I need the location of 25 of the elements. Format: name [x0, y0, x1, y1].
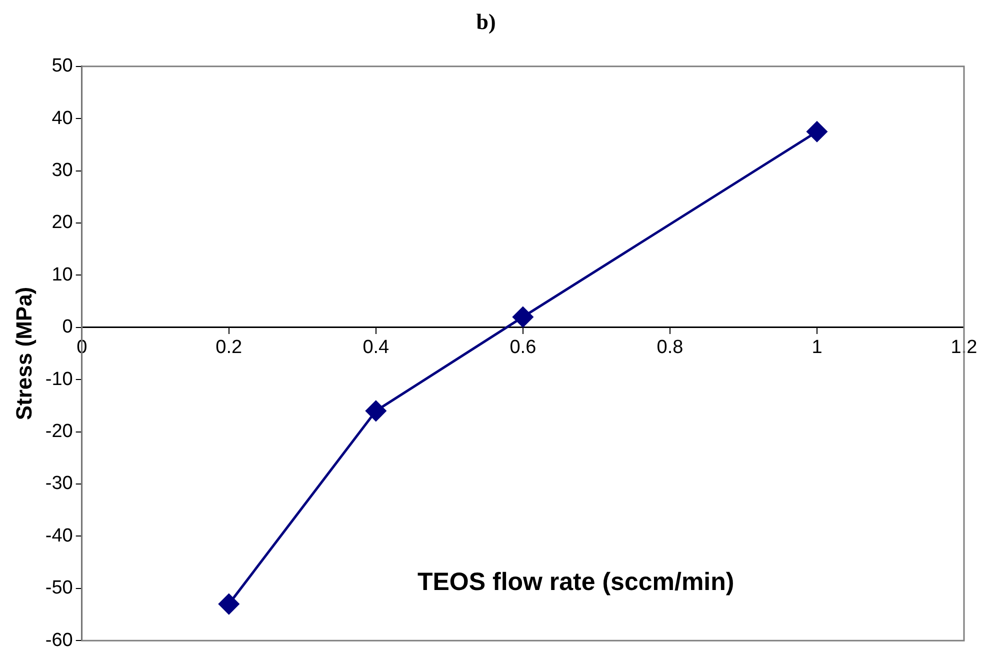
y-tick-label: -50: [45, 578, 73, 599]
y-tick-label: 10: [52, 264, 73, 286]
y-tick-label: -30: [45, 473, 73, 494]
x-tick-label: 1: [812, 337, 822, 358]
y-axis-title: Stress (MPa): [11, 286, 36, 420]
point: [512, 306, 534, 328]
y-tick-label: -20: [45, 421, 73, 442]
x-tick-label: 0.2: [216, 337, 242, 358]
y-tick-label: 20: [52, 212, 73, 234]
point: [366, 400, 386, 422]
x-axis-title: TEOS flow rate (sccm/min): [417, 568, 734, 596]
y-tick-label: 0: [62, 316, 73, 338]
x-tick-label: 0.8: [656, 337, 684, 358]
y-tick-label: -60: [45, 630, 73, 651]
x-tick-label: 1.2: [950, 337, 978, 358]
y-tick-label: -10: [45, 368, 73, 390]
chart-title: b): [476, 8, 496, 34]
y-tick-label: 40: [52, 108, 73, 129]
point: [218, 594, 240, 614]
y-tick-label: 50: [52, 56, 73, 77]
y-tick-label: 30: [52, 160, 73, 182]
x-tick-label: 0.4: [362, 337, 390, 358]
x-tick-label: 0.6: [510, 337, 536, 358]
point: [806, 121, 828, 142]
y-tick-label: -40: [45, 525, 73, 546]
